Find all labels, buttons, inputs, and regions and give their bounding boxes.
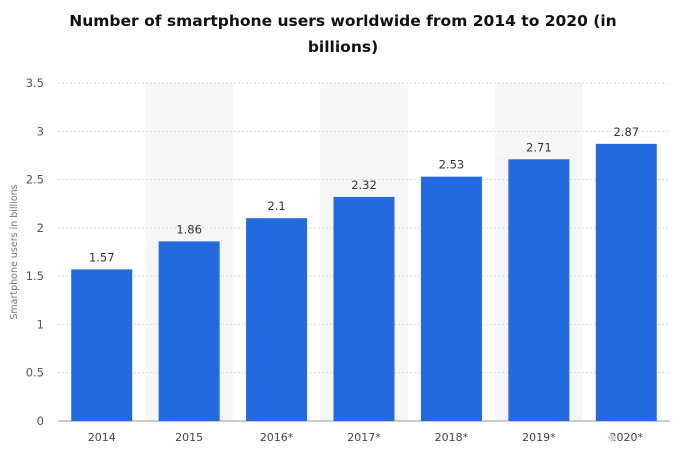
x-tick-label: 2019*: [522, 431, 556, 444]
y-tick-label: 0: [37, 414, 44, 428]
data-label: 2.32: [351, 178, 377, 192]
y-tick-label: 3.5: [26, 76, 44, 90]
x-axis-ticks: 2014 2015 2016* 2017* 2018* 2019* 2020*: [88, 431, 644, 444]
bars: [71, 143, 657, 421]
y-tick-label: 2.5: [26, 173, 44, 187]
x-tick-label: 2015: [175, 431, 203, 444]
y-tick-label: 3: [37, 124, 44, 138]
data-label: 2.87: [613, 125, 639, 139]
y-axis-label: Smartphone users in billions: [9, 184, 20, 319]
chart-title-line-2: billions): [307, 38, 379, 56]
data-label: 1.57: [89, 250, 115, 264]
watermark-logo: ◆: [607, 430, 617, 444]
y-tick-label: 1.5: [26, 269, 44, 283]
data-label: 1.86: [176, 222, 202, 236]
y-tick-label: 1: [37, 317, 44, 331]
y-tick-label: 2: [37, 221, 44, 235]
bar: [333, 196, 395, 421]
bar: [71, 269, 133, 421]
bar: [246, 218, 308, 421]
bar: [158, 241, 220, 421]
y-axis-ticks: 0 0.5 1 1.5 2 2.5 3 3.5: [26, 76, 44, 428]
x-tick-label: 2020*: [610, 431, 644, 444]
bar: [420, 176, 482, 421]
data-label: 2.71: [526, 140, 552, 154]
svg-text:◆: ◆: [607, 430, 617, 444]
chart-title: Number of smartphone users worldwide fro…: [0, 8, 686, 60]
x-tick-label: 2016*: [260, 431, 294, 444]
bar: [508, 159, 570, 421]
data-labels: 1.57 1.86 2.1 2.32 2.53 2.71 2.87: [89, 125, 639, 265]
data-label: 2.53: [439, 158, 465, 172]
bar: [595, 143, 657, 421]
data-label: 2.1: [267, 199, 285, 213]
y-tick-label: 0.5: [26, 366, 44, 380]
x-tick-label: 2017*: [347, 431, 381, 444]
x-tick-label: 2014: [88, 431, 116, 444]
x-tick-label: 2018*: [435, 431, 469, 444]
chart-title-line-1: Number of smartphone users worldwide fro…: [69, 12, 617, 30]
